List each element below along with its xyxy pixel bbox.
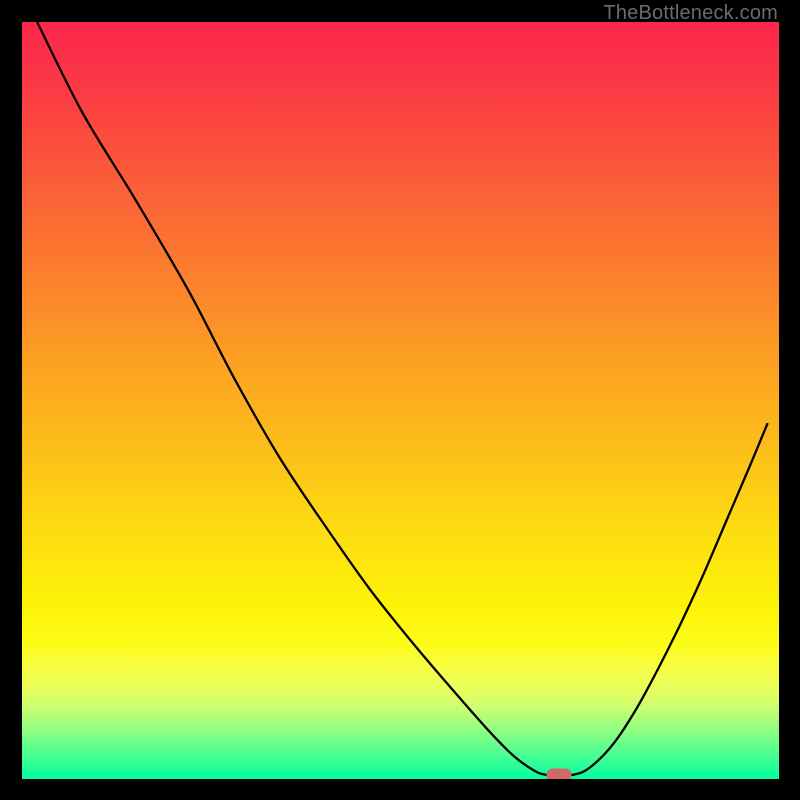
watermark-text: TheBottleneck.com xyxy=(603,2,778,25)
chart-background-gradient xyxy=(22,22,779,779)
chart-frame: TheBottleneck.com xyxy=(0,0,800,800)
optimal-point-marker xyxy=(547,768,572,779)
plot-area xyxy=(22,22,779,779)
